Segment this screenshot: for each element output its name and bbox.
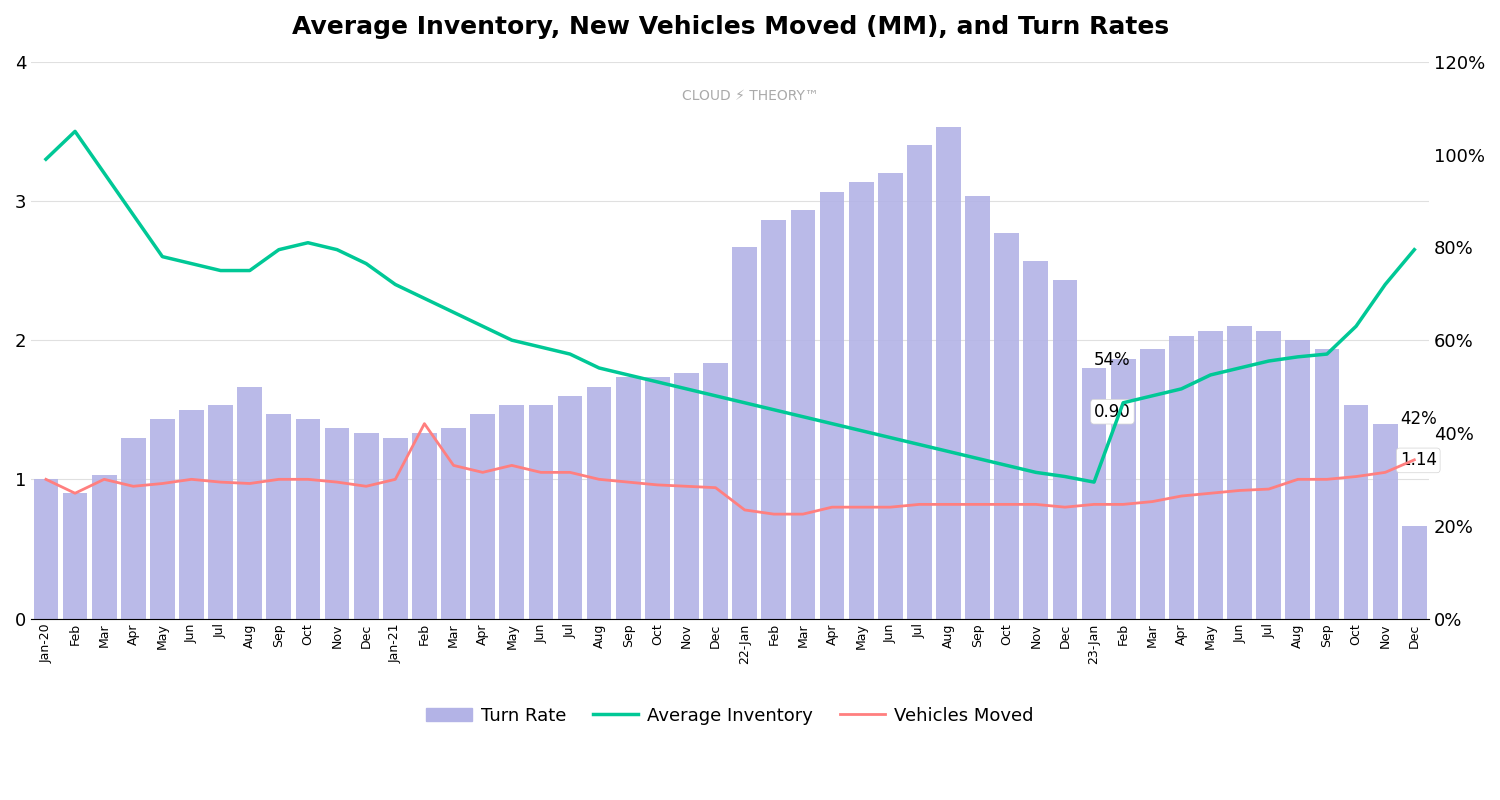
Bar	[1227, 326, 1252, 618]
Bar	[1082, 368, 1107, 618]
Bar	[471, 414, 495, 618]
Bar	[150, 419, 176, 618]
Bar	[586, 386, 612, 618]
Bar	[674, 373, 699, 618]
Bar	[267, 414, 291, 618]
Bar	[1372, 424, 1398, 618]
Bar	[732, 247, 758, 618]
Bar	[936, 126, 962, 618]
Bar	[1023, 262, 1048, 618]
Bar	[1168, 335, 1194, 618]
Bar	[178, 410, 204, 618]
Text: 1.14: 1.14	[1400, 451, 1437, 470]
Bar	[1314, 350, 1340, 618]
Title: Average Inventory, New Vehicles Moved (MM), and Turn Rates: Average Inventory, New Vehicles Moved (M…	[291, 15, 1168, 39]
Bar	[209, 405, 232, 618]
Bar	[819, 192, 844, 618]
Bar	[237, 386, 262, 618]
Bar	[790, 210, 816, 618]
Bar	[296, 419, 321, 618]
Bar	[616, 378, 640, 618]
Bar	[441, 428, 466, 618]
Text: CLOUD ⚡ THEORY™: CLOUD ⚡ THEORY™	[681, 89, 819, 103]
Text: 42%: 42%	[1400, 410, 1437, 428]
Bar	[1198, 331, 1222, 618]
Bar	[908, 146, 932, 618]
Bar	[63, 494, 87, 618]
Bar	[382, 438, 408, 618]
Bar	[500, 405, 523, 618]
Legend: Turn Rate, Average Inventory, Vehicles Moved: Turn Rate, Average Inventory, Vehicles M…	[419, 699, 1041, 732]
Bar	[1402, 526, 1426, 618]
Bar	[1286, 340, 1310, 618]
Bar	[704, 363, 728, 618]
Bar	[1344, 405, 1368, 618]
Bar	[528, 405, 554, 618]
Bar	[33, 479, 58, 618]
Bar	[1112, 358, 1136, 618]
Text: 54%: 54%	[1094, 351, 1131, 369]
Bar	[964, 196, 990, 618]
Bar	[1140, 350, 1164, 618]
Bar	[1053, 280, 1077, 618]
Bar	[413, 433, 436, 618]
Bar	[92, 474, 117, 618]
Text: 0.90: 0.90	[1094, 402, 1131, 421]
Bar	[878, 173, 903, 618]
Bar	[324, 428, 350, 618]
Bar	[762, 219, 786, 618]
Bar	[849, 182, 873, 618]
Bar	[354, 433, 378, 618]
Bar	[122, 438, 146, 618]
Bar	[1257, 331, 1281, 618]
Bar	[558, 396, 582, 618]
Bar	[645, 378, 669, 618]
Bar	[994, 234, 1018, 618]
